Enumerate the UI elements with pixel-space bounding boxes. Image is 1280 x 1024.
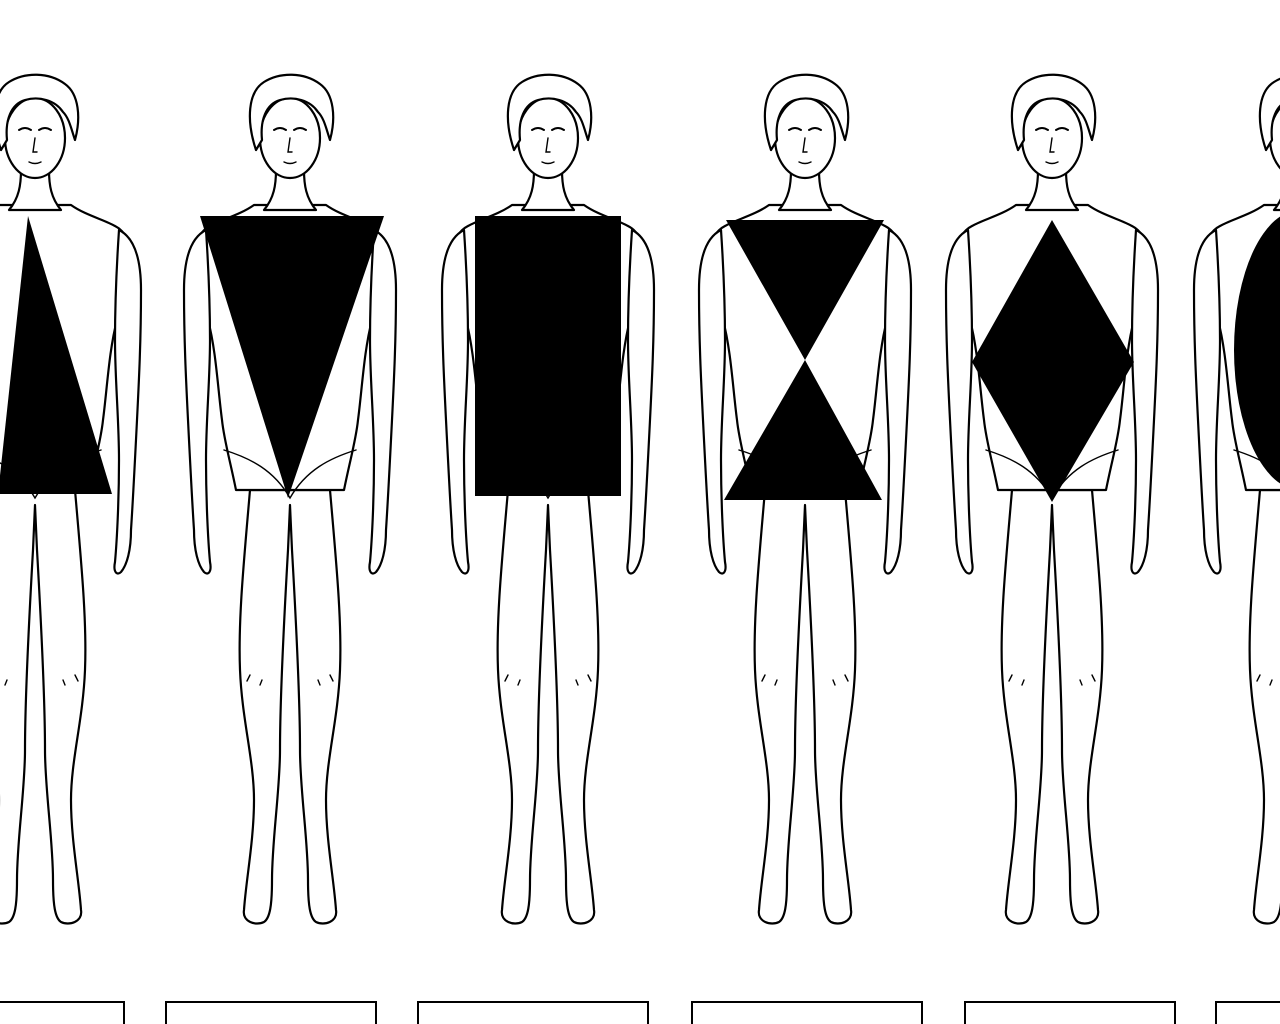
figure-oval bbox=[1192, 73, 1280, 925]
figure-rectangle bbox=[440, 73, 656, 925]
label-box-inverted-triangle bbox=[165, 1001, 377, 1024]
hourglass-icon bbox=[724, 220, 884, 500]
label-boxes bbox=[0, 1001, 1280, 1024]
label-box-diamond bbox=[964, 1001, 1176, 1024]
label-box-triangle bbox=[0, 1001, 125, 1024]
figure-hourglass bbox=[697, 73, 913, 925]
figure-inverted-triangle bbox=[182, 73, 398, 925]
diamond-icon bbox=[972, 220, 1134, 502]
figure-triangle bbox=[0, 73, 143, 925]
label-box-hourglass bbox=[691, 1001, 923, 1024]
oval-icon bbox=[1234, 216, 1280, 484]
triangle-icon bbox=[0, 216, 112, 494]
label-box-rectangle bbox=[417, 1001, 649, 1024]
inverted-triangle-icon bbox=[200, 216, 384, 498]
figure-diamond bbox=[944, 73, 1160, 925]
rectangle-icon bbox=[475, 216, 621, 496]
label-box-oval bbox=[1215, 1001, 1280, 1024]
